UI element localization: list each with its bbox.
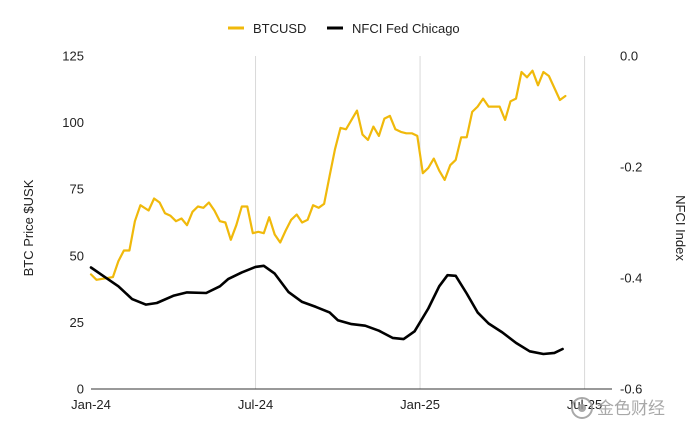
y-left-tick-label: 50: [70, 248, 84, 263]
watermark-logo-inner: [578, 404, 586, 412]
x-tick-label: Jul-24: [238, 397, 273, 412]
y-left-tick-label: 100: [62, 115, 84, 130]
y-right-axis-title: NFCI Index: [673, 195, 688, 261]
series-layer: [89, 69, 567, 356]
y-right-tick-label: -0.6: [620, 382, 642, 397]
series-line-btcusd: [89, 69, 567, 281]
y-left-axis-ticks: 0 25 50 75 100 125: [62, 49, 84, 397]
series-line-nfci: [89, 264, 564, 356]
y-left-tick-label: 0: [77, 382, 84, 397]
y-left-tick-label: 125: [62, 49, 84, 64]
watermark-text: 金色财经: [597, 399, 665, 419]
gridlines: [255, 56, 586, 389]
y-right-axis-ticks: 0.0 -0.2 -0.4 -0.6: [620, 49, 642, 397]
y-right-tick-label: 0.0: [620, 49, 638, 64]
y-left-tick-label: 25: [70, 315, 84, 330]
x-tick-label: Jan-25: [400, 397, 440, 412]
y-right-tick-label: -0.4: [620, 271, 642, 286]
watermark-logo-icon: [571, 397, 593, 419]
y-right-tick-label: -0.2: [620, 160, 642, 175]
legend-label-btcusd: BTCUSD: [253, 21, 306, 36]
y-left-axis-title: BTC Price $USK: [21, 179, 36, 276]
x-tick-label: Jan-24: [71, 397, 111, 412]
y-left-tick-label: 75: [70, 182, 84, 197]
legend: BTCUSD NFCI Fed Chicago: [228, 21, 460, 36]
watermark: 金色财经: [571, 397, 665, 419]
legend-label-nfci: NFCI Fed Chicago: [352, 21, 460, 36]
